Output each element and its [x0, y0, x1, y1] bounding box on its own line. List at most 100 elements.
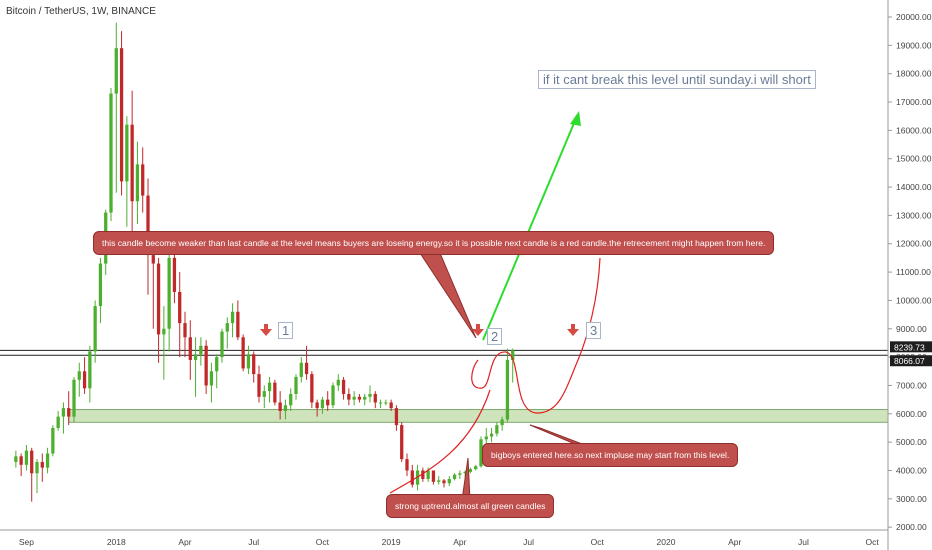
candle-body	[156, 263, 161, 335]
candle-body	[373, 393, 377, 403]
marker-number-2: 2	[487, 328, 503, 345]
candle-body	[447, 478, 451, 484]
candle-body	[426, 470, 430, 479]
price-tick-label: 9000.00	[896, 324, 927, 334]
candle-body	[82, 371, 87, 389]
candle-body	[61, 408, 66, 417]
candle-body	[315, 402, 319, 409]
price-tick-label: 2000.00	[896, 522, 927, 532]
down-marker-stem-1	[264, 324, 268, 330]
price-tick-label: 3000.00	[896, 494, 927, 504]
candle-body	[72, 379, 76, 417]
candle-body	[484, 436, 488, 440]
candle-body	[294, 376, 298, 394]
candle-body	[141, 164, 145, 196]
candle-body	[178, 291, 182, 324]
candle-body	[109, 93, 113, 213]
candle-body	[67, 408, 71, 417]
candle-body	[363, 396, 367, 400]
price-tick-label: 7000.00	[896, 380, 927, 390]
candle-body	[347, 393, 351, 400]
candle-body	[336, 379, 340, 386]
candle-body	[209, 371, 214, 386]
candle-body	[77, 371, 81, 380]
candle-body	[230, 311, 235, 324]
candle-body	[204, 345, 208, 386]
candle-body	[262, 391, 266, 397]
candle-body	[304, 362, 309, 375]
price-tick-label: 18000.00	[896, 69, 932, 79]
time-tick-label: Oct	[866, 537, 880, 547]
price-tick-label: 10000.00	[896, 295, 932, 305]
price-label: 8239.73	[894, 342, 925, 352]
candle-body	[24, 450, 29, 465]
time-tick-label: 2019	[382, 537, 401, 547]
price-tick-label: 20000.00	[896, 12, 932, 22]
down-marker-icon-3	[567, 329, 579, 336]
callout-uptrend: strong uptrend.almost all green candles	[386, 494, 555, 518]
candle-body	[505, 359, 510, 420]
candle-body	[35, 461, 39, 474]
candle-body	[14, 456, 18, 462]
candle-body	[389, 402, 393, 409]
price-tick-label: 15000.00	[896, 154, 932, 164]
candle-body	[125, 124, 129, 182]
time-tick-label: Sep	[19, 537, 34, 547]
price-tick-label: 13000.00	[896, 210, 932, 220]
candle-body	[405, 459, 409, 471]
down-marker-icon-1	[260, 329, 272, 336]
candle-body	[172, 257, 177, 292]
candle-body	[283, 405, 288, 411]
candle-body	[378, 402, 383, 404]
price-tick-label: 16000.00	[896, 125, 932, 135]
time-tick-label: Oct	[591, 537, 605, 547]
price-tick-label: 12000.00	[896, 239, 932, 249]
candle-body	[495, 425, 499, 434]
candle-body	[299, 362, 303, 377]
down-marker-stem-3	[571, 324, 575, 330]
candle-body	[437, 480, 441, 482]
candle-body	[479, 439, 483, 467]
candle-body	[463, 471, 467, 474]
candle-body	[93, 306, 97, 352]
candle-body	[56, 416, 60, 428]
marker-number-3: 3	[586, 322, 602, 339]
candle-body	[188, 337, 192, 360]
candle-body	[357, 396, 362, 400]
candle-body	[431, 470, 436, 482]
candle-body	[167, 257, 171, 329]
candle-body	[252, 354, 256, 375]
candle-body	[468, 469, 473, 472]
time-tick-label: Jul	[523, 537, 534, 547]
down-marker-stem-2	[476, 324, 480, 330]
candle-body	[246, 354, 251, 369]
callout-weak-pointer	[419, 252, 477, 339]
candle-body	[511, 350, 515, 360]
time-tick-label: 2020	[657, 537, 676, 547]
candle-body	[310, 374, 314, 403]
price-axis: 2000.00 3000.00 4000.00 5000.00 6000.00 7000.…	[887, 0, 932, 550]
callout-bigboys: bigboys entered here.so next impluse may…	[482, 443, 739, 467]
candle-body	[267, 382, 272, 392]
candle-body	[225, 323, 229, 332]
callout-weak-candle: this candle become weaker than last cand…	[93, 231, 775, 255]
candle-body	[151, 255, 155, 264]
red-projection-path	[471, 257, 601, 414]
time-axis: Sep 2018 Apr Jul Oct 2019 Apr Jul Oct 2020 Apr Jul O…	[0, 529, 888, 547]
candle-body	[130, 124, 134, 202]
candle-body	[257, 374, 261, 397]
time-tick-label: Apr	[728, 537, 741, 547]
price-tick-label: 11000.00	[896, 267, 931, 277]
candle-body	[30, 450, 34, 474]
candle-body	[135, 164, 140, 202]
candle-body	[410, 470, 414, 485]
candle-body	[331, 385, 335, 406]
candle-body	[45, 453, 50, 468]
candle-body	[220, 331, 224, 358]
candle-body	[352, 396, 356, 400]
candle-body	[278, 402, 282, 411]
candle-body	[326, 399, 330, 406]
price-tick-label: 17000.00	[896, 97, 932, 107]
candle-body	[394, 408, 399, 426]
